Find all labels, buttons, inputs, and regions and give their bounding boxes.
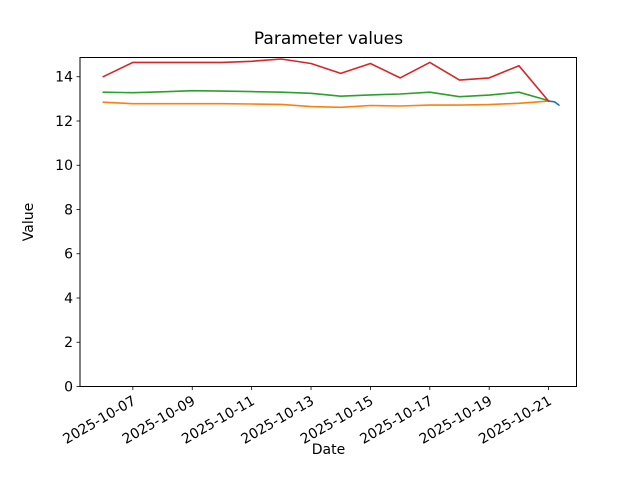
y-tick-label: 12 — [55, 114, 73, 130]
y-tick-label: 4 — [64, 291, 73, 307]
plot-frame — [79, 57, 577, 387]
series-red — [102, 58, 550, 102]
x-axis-label: Date — [311, 442, 346, 458]
y-tick-label: 10 — [55, 158, 73, 174]
series-blue — [547, 100, 560, 106]
y-tick-label: 14 — [55, 70, 73, 86]
series-orange — [102, 100, 550, 109]
y-tick-label: 0 — [64, 380, 73, 396]
series-green — [102, 89, 550, 102]
y-tick-label: 8 — [64, 202, 73, 218]
chart-title: Parameter values — [253, 29, 404, 49]
y-tick-label: 6 — [64, 247, 73, 263]
y-tick-label: 2 — [64, 335, 73, 351]
y-axis-label: Value — [21, 202, 37, 242]
